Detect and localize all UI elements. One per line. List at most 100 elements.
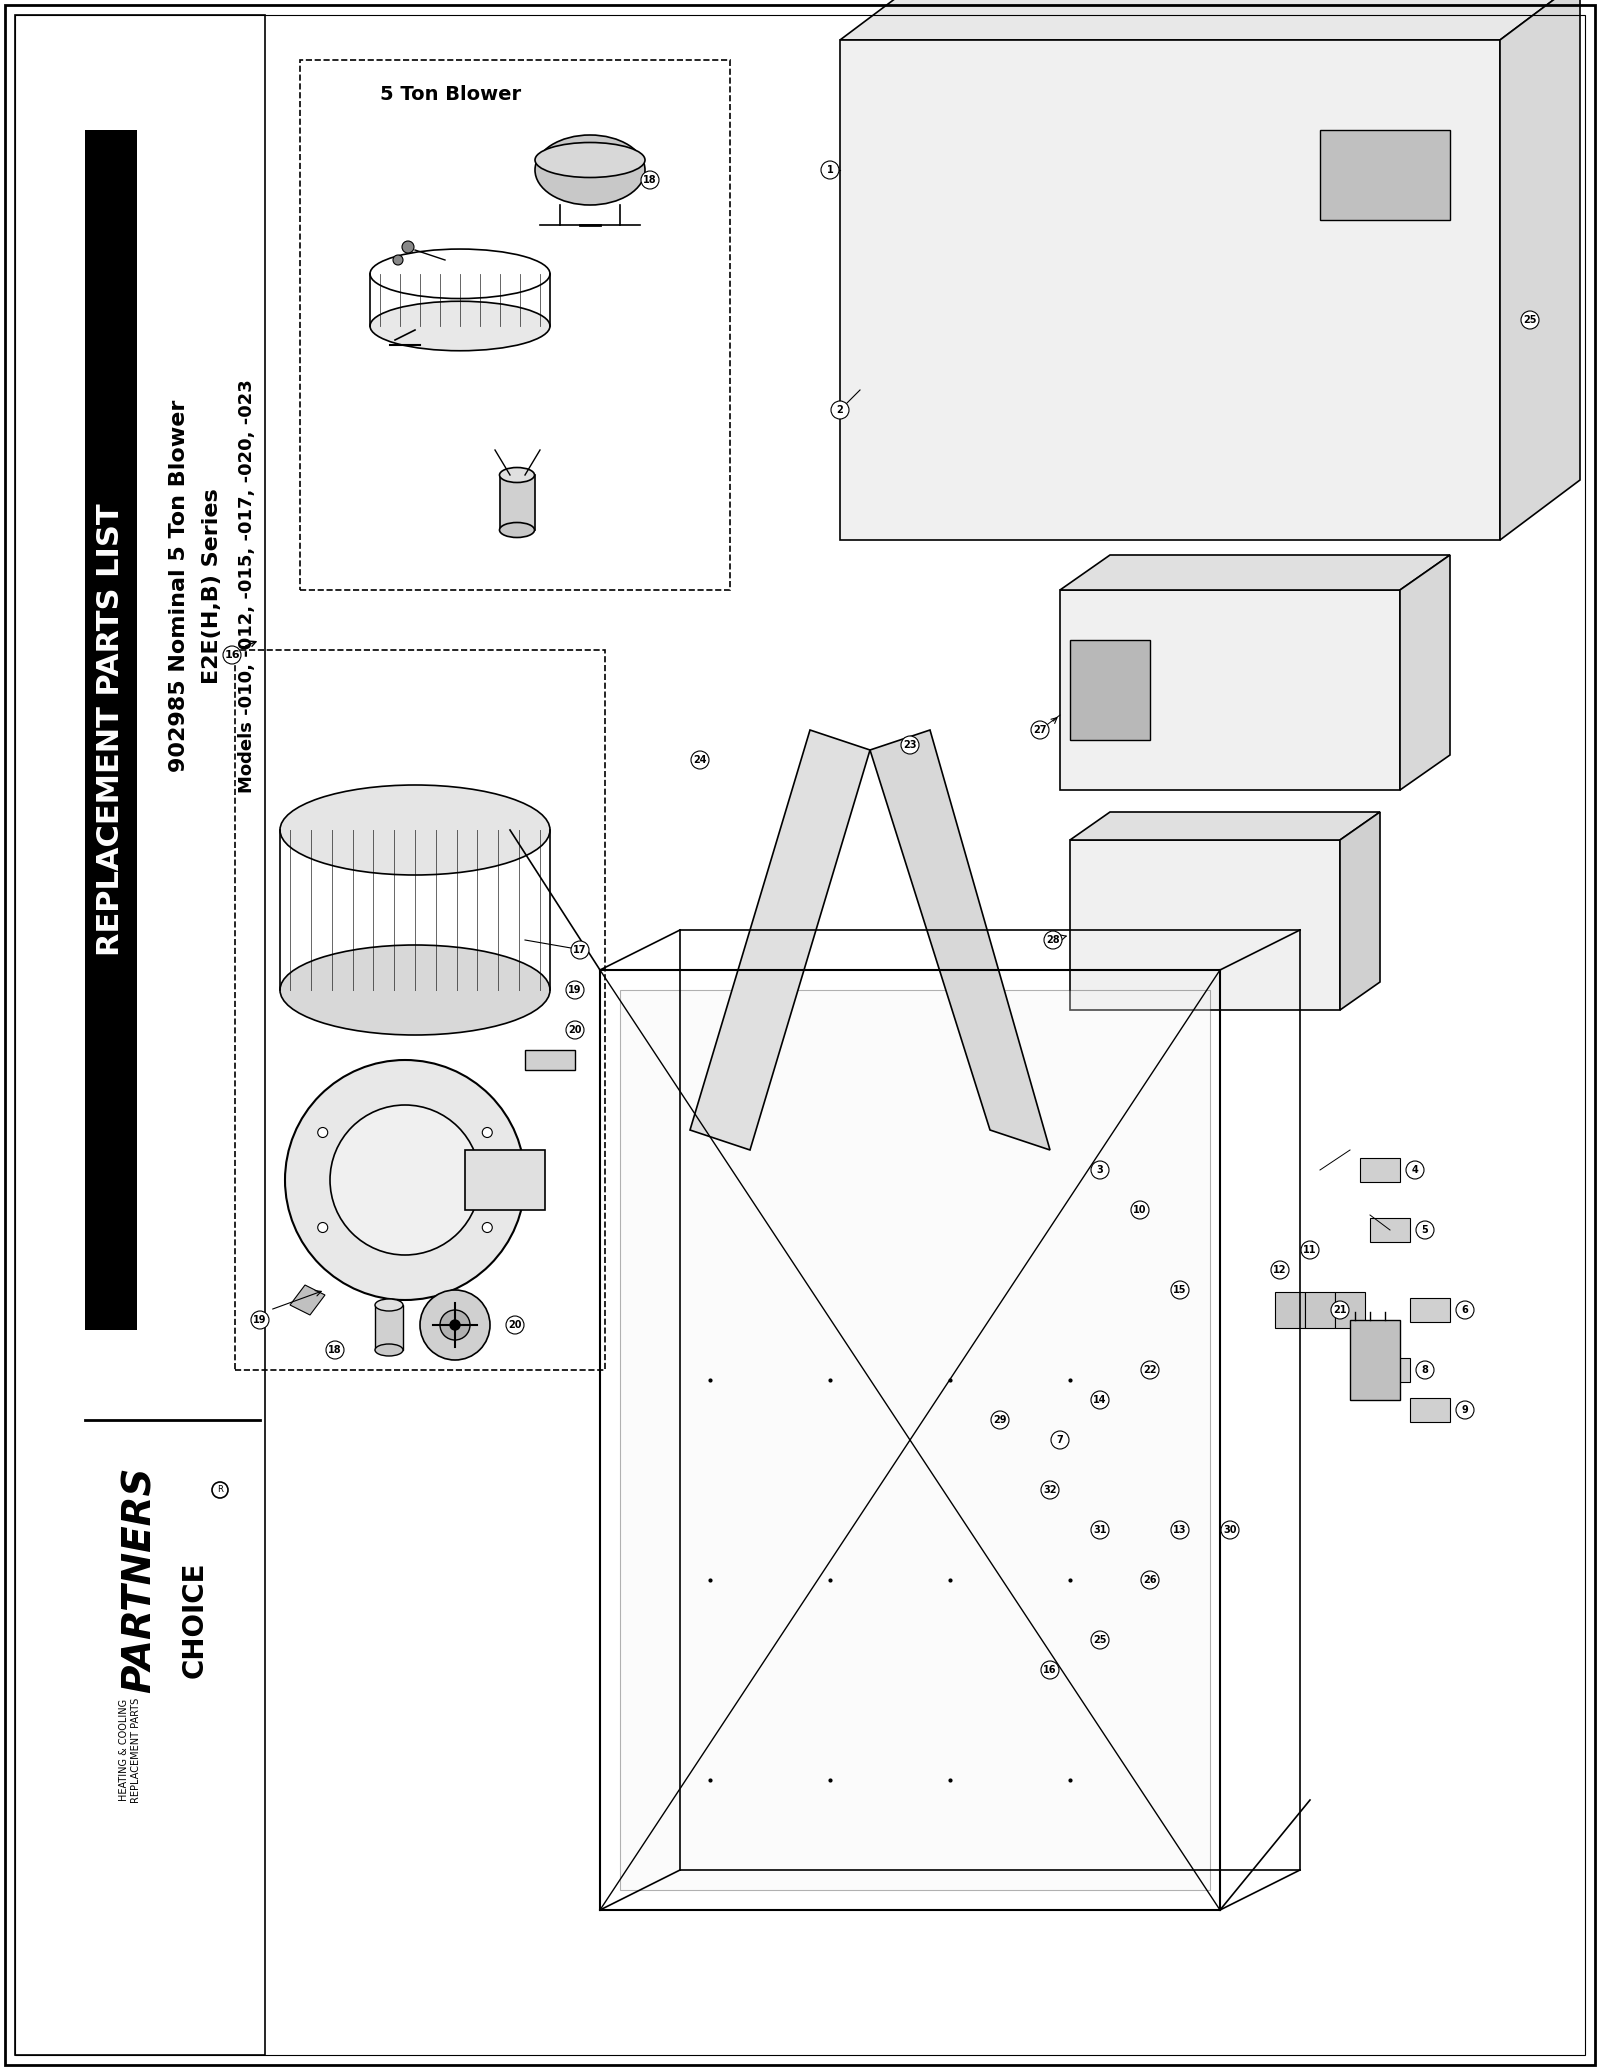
Ellipse shape xyxy=(280,785,550,876)
Text: 2: 2 xyxy=(837,406,843,414)
Circle shape xyxy=(318,1128,328,1138)
Circle shape xyxy=(1331,1302,1349,1319)
Bar xyxy=(499,474,534,530)
Circle shape xyxy=(1456,1302,1474,1319)
Bar xyxy=(1070,640,1150,739)
Polygon shape xyxy=(690,731,870,1151)
Text: 11: 11 xyxy=(1304,1244,1317,1254)
Text: PARTNERS: PARTNERS xyxy=(122,1468,158,1693)
Circle shape xyxy=(1171,1281,1189,1300)
Text: 28: 28 xyxy=(1046,936,1059,946)
Ellipse shape xyxy=(374,1300,403,1310)
Polygon shape xyxy=(1059,555,1450,590)
Circle shape xyxy=(1406,1161,1424,1180)
Bar xyxy=(466,1151,546,1211)
Bar xyxy=(1275,1292,1306,1329)
Text: E2E(H,B) Series: E2E(H,B) Series xyxy=(202,489,222,683)
Circle shape xyxy=(1091,1391,1109,1410)
Text: 26: 26 xyxy=(1144,1575,1157,1586)
Circle shape xyxy=(482,1128,493,1138)
Circle shape xyxy=(1171,1521,1189,1538)
Text: 19: 19 xyxy=(568,985,582,996)
Text: 1: 1 xyxy=(827,166,834,176)
Ellipse shape xyxy=(534,135,645,205)
Text: R: R xyxy=(218,1486,222,1495)
Text: 19: 19 xyxy=(253,1314,267,1325)
Bar xyxy=(1350,1321,1400,1399)
Bar xyxy=(14,14,266,2056)
Text: 5: 5 xyxy=(1422,1225,1429,1236)
Circle shape xyxy=(566,981,584,1000)
Text: 24: 24 xyxy=(693,756,707,766)
Circle shape xyxy=(571,942,589,958)
Ellipse shape xyxy=(374,1343,403,1356)
Circle shape xyxy=(642,172,659,188)
Text: 30: 30 xyxy=(1224,1526,1237,1536)
Text: 25: 25 xyxy=(1093,1635,1107,1646)
Bar xyxy=(525,1049,574,1070)
Text: 12: 12 xyxy=(1274,1265,1286,1275)
Circle shape xyxy=(990,1412,1010,1428)
Text: 8: 8 xyxy=(1421,1364,1429,1374)
Circle shape xyxy=(1416,1360,1434,1379)
Circle shape xyxy=(1141,1571,1158,1590)
Text: 7: 7 xyxy=(1056,1435,1064,1445)
Polygon shape xyxy=(1059,590,1400,791)
Text: CHOICE: CHOICE xyxy=(181,1561,210,1679)
Bar xyxy=(374,1304,403,1350)
Circle shape xyxy=(482,1223,493,1232)
Circle shape xyxy=(691,751,709,768)
Polygon shape xyxy=(1070,840,1341,1010)
Circle shape xyxy=(1030,720,1050,739)
Text: 29: 29 xyxy=(994,1416,1006,1424)
Text: 6: 6 xyxy=(1462,1304,1469,1314)
Circle shape xyxy=(821,161,838,178)
Ellipse shape xyxy=(280,946,550,1035)
Circle shape xyxy=(1091,1161,1109,1180)
Circle shape xyxy=(1416,1221,1434,1240)
Polygon shape xyxy=(290,1285,325,1314)
Circle shape xyxy=(1042,1480,1059,1499)
Circle shape xyxy=(1456,1401,1474,1420)
Circle shape xyxy=(285,1060,525,1300)
Circle shape xyxy=(402,240,414,253)
Bar xyxy=(1360,1157,1400,1182)
Bar xyxy=(1370,1217,1410,1242)
Text: 16: 16 xyxy=(224,650,240,660)
Bar xyxy=(621,989,1210,1890)
Text: 18: 18 xyxy=(643,176,658,184)
Ellipse shape xyxy=(370,302,550,350)
Circle shape xyxy=(830,402,850,418)
Text: 9: 9 xyxy=(1462,1406,1469,1416)
Bar xyxy=(85,130,138,1331)
Circle shape xyxy=(1522,310,1539,329)
Text: 4: 4 xyxy=(1411,1165,1418,1176)
Circle shape xyxy=(251,1310,269,1329)
Circle shape xyxy=(394,255,403,265)
Bar xyxy=(1410,1298,1450,1323)
Polygon shape xyxy=(1400,555,1450,791)
Circle shape xyxy=(318,1223,328,1232)
Circle shape xyxy=(566,1021,584,1039)
Circle shape xyxy=(326,1341,344,1360)
Ellipse shape xyxy=(499,468,534,482)
Text: 20: 20 xyxy=(509,1321,522,1331)
Text: 31: 31 xyxy=(1093,1526,1107,1536)
Polygon shape xyxy=(870,731,1050,1151)
Circle shape xyxy=(222,646,242,664)
Circle shape xyxy=(419,1290,490,1360)
Text: 5 Ton Blower: 5 Ton Blower xyxy=(381,85,522,104)
Text: 23: 23 xyxy=(904,739,917,749)
Circle shape xyxy=(450,1321,461,1331)
Text: 14: 14 xyxy=(1093,1395,1107,1406)
Text: REPLACEMENT PARTS LIST: REPLACEMENT PARTS LIST xyxy=(96,503,125,956)
Ellipse shape xyxy=(499,522,534,538)
Circle shape xyxy=(901,737,918,753)
Text: Models -010, -012, -015, -017, -020, -023: Models -010, -012, -015, -017, -020, -02… xyxy=(238,379,256,793)
Text: 18: 18 xyxy=(328,1346,342,1356)
Circle shape xyxy=(1131,1201,1149,1219)
Circle shape xyxy=(440,1310,470,1339)
Polygon shape xyxy=(1070,811,1379,840)
Polygon shape xyxy=(1341,811,1379,1010)
Text: 22: 22 xyxy=(1144,1364,1157,1374)
